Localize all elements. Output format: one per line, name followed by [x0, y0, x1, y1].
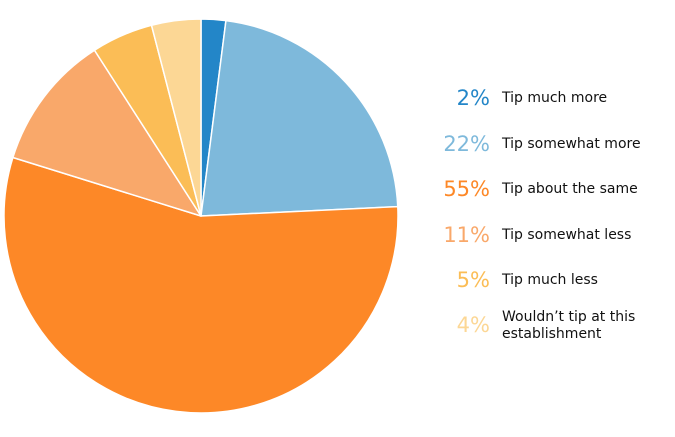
pie-slice-3 — [12, 49, 202, 217]
pie-slice-1 — [200, 19, 399, 217]
legend-percent: 22% — [443, 132, 490, 156]
legend-item-wouldnt-tip: 4% Wouldn’t tip at this establishment — [430, 309, 670, 351]
legend-label: Wouldn’t tip at this establishment — [502, 309, 636, 342]
legend-label: Tip somewhat more — [502, 136, 641, 152]
legend-percent: 5% — [456, 268, 490, 292]
legend-item-tip-somewhat-less: 11% Tip somewhat less — [430, 221, 670, 261]
pie-slice-2 — [3, 156, 399, 414]
legend-item-tip-about-the-same: 55% Tip about the same — [430, 175, 670, 215]
legend-percent: 55% — [443, 177, 490, 201]
legend-label: Tip much less — [502, 272, 598, 288]
legend-label: Tip somewhat less — [502, 227, 632, 243]
pie-slice-5 — [150, 18, 202, 217]
legend-percent: 2% — [456, 86, 490, 110]
legend-item-tip-much-less: 5% Tip much less — [430, 266, 670, 306]
legend-label: Tip much more — [502, 90, 608, 106]
legend-percent: 11% — [443, 223, 490, 247]
legend-label: Tip about the same — [502, 181, 638, 197]
legend-percent: 4% — [456, 313, 490, 337]
legend-item-tip-much-more: 2% Tip much more — [430, 84, 670, 124]
legend-item-tip-somewhat-more: 22% Tip somewhat more — [430, 130, 670, 170]
